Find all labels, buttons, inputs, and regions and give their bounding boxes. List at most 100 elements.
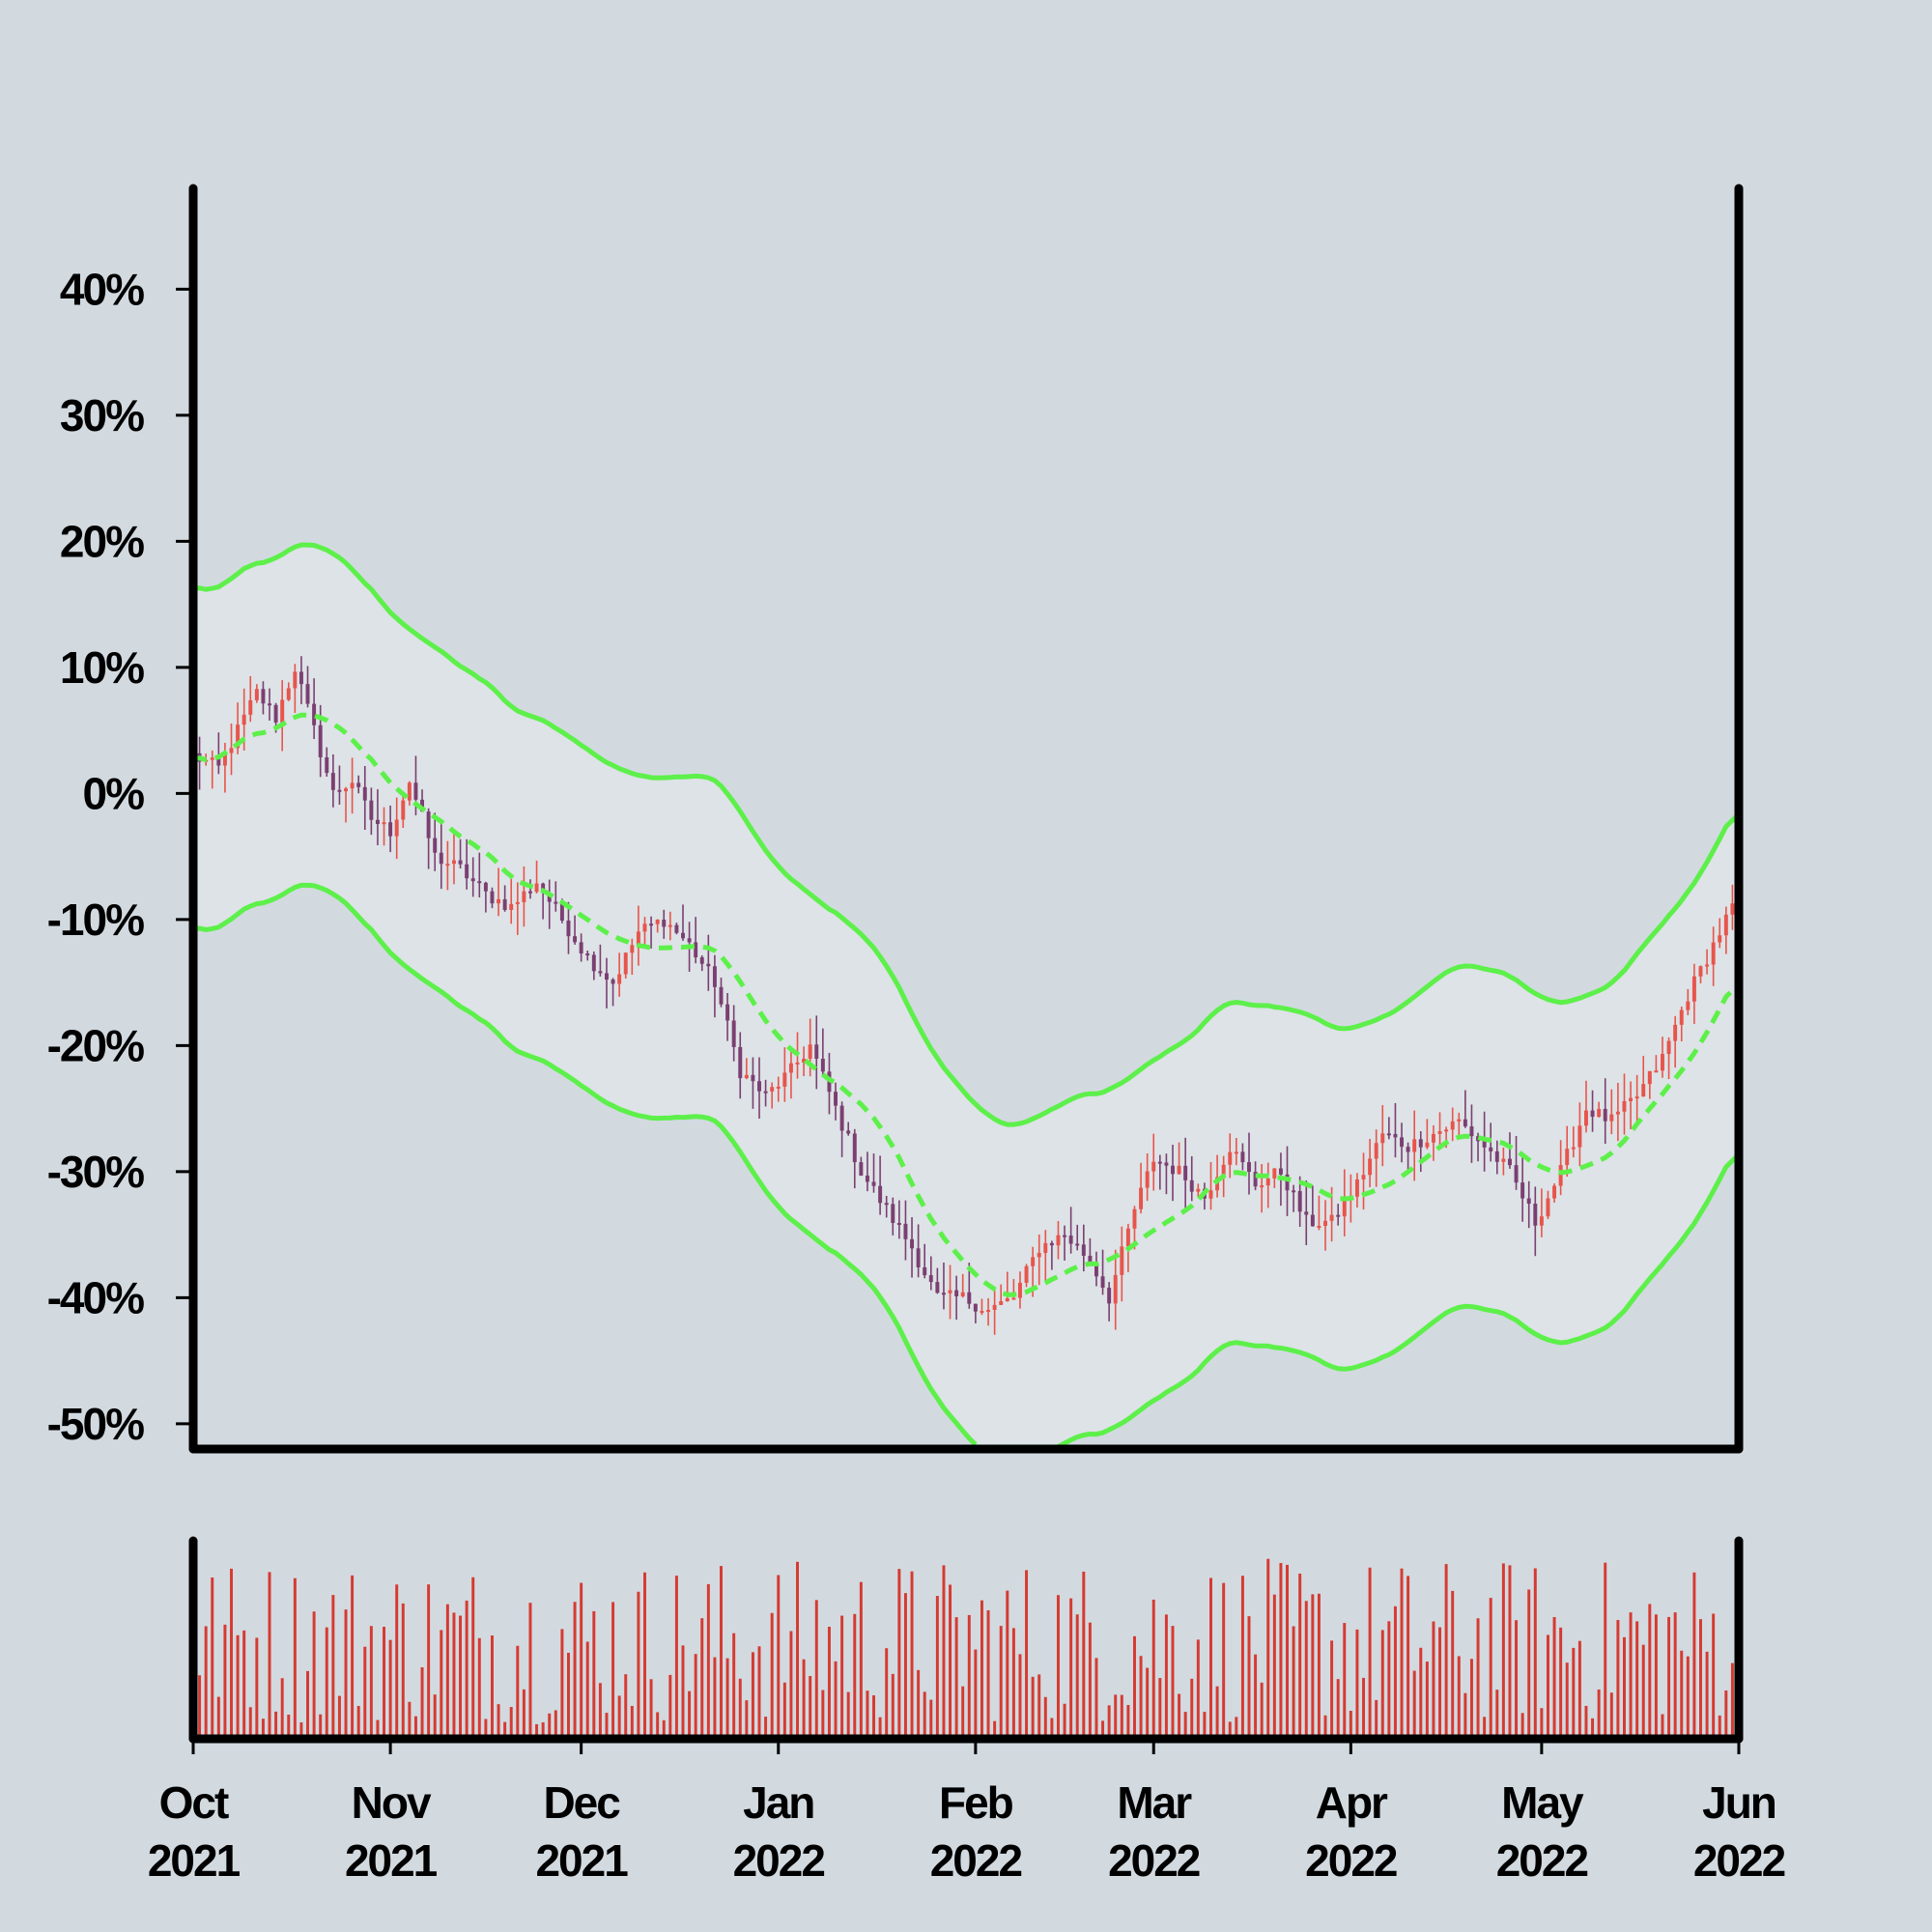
candle-body — [470, 878, 475, 882]
candle-body — [681, 932, 685, 939]
candle-body — [1056, 1235, 1061, 1246]
volume-bar — [1533, 1568, 1537, 1739]
candle-body — [1120, 1246, 1124, 1275]
volume-bar — [1425, 1662, 1429, 1739]
candle-body — [1615, 1111, 1620, 1115]
volume-bar — [580, 1582, 583, 1739]
candle-body — [1533, 1204, 1538, 1226]
candle-body — [1723, 914, 1728, 936]
y-tick-label: -10% — [47, 895, 144, 945]
line-layer — [192, 542, 1741, 1449]
candle-body — [1501, 1158, 1506, 1162]
volume-bar — [344, 1609, 348, 1739]
volume-bar — [395, 1584, 399, 1739]
candle-body — [325, 756, 329, 774]
candle-body — [611, 980, 615, 984]
candle-body — [865, 1175, 869, 1182]
y-tick-label: 0% — [83, 768, 145, 818]
candle-body — [852, 1133, 857, 1163]
candle-body — [674, 924, 679, 933]
volume-bar — [1183, 1712, 1187, 1739]
candle-body — [973, 1303, 978, 1312]
volume-bar — [1680, 1650, 1684, 1739]
candle-body — [573, 936, 578, 943]
volume-bar — [1591, 1718, 1595, 1739]
candle-body — [1654, 1070, 1659, 1073]
candle-body — [980, 1311, 984, 1314]
x-tick-month: Mar — [1117, 1777, 1192, 1828]
candle-body — [948, 1290, 952, 1293]
x-tick-year: 2022 — [930, 1835, 1022, 1886]
volume-bar — [1355, 1629, 1359, 1739]
volume-bar — [891, 1673, 895, 1739]
candle-body — [312, 703, 317, 725]
volume-bar — [1552, 1616, 1556, 1739]
volume-bar — [376, 1719, 380, 1739]
volume-bar — [796, 1561, 799, 1739]
volume-bar — [433, 1694, 437, 1739]
candle-body — [1457, 1119, 1462, 1122]
volume-bar — [585, 1641, 589, 1739]
volume-bar — [477, 1637, 481, 1739]
volume-bar — [1011, 1628, 1015, 1739]
volume-bar — [1311, 1594, 1315, 1739]
candle-body — [1075, 1243, 1080, 1246]
volume-bar — [1107, 1705, 1111, 1739]
volume-bar — [720, 1566, 723, 1739]
volume-bar — [1520, 1713, 1524, 1739]
candle-body — [814, 1044, 819, 1060]
volume-bar — [356, 1705, 360, 1739]
candle-body — [1507, 1158, 1512, 1166]
volume-bar — [1616, 1620, 1620, 1739]
volume-bar — [649, 1679, 653, 1739]
candle-body — [547, 893, 552, 902]
candle-body — [1565, 1149, 1570, 1166]
candle-body — [834, 1092, 838, 1106]
candle-body — [401, 800, 406, 820]
candle-body — [630, 945, 635, 953]
candle-body — [928, 1275, 933, 1283]
volume-bar — [1260, 1682, 1264, 1739]
volume-bar — [1158, 1678, 1162, 1739]
y-tick-label: 20% — [60, 516, 144, 566]
candle-body — [1272, 1168, 1277, 1179]
volume-bar — [662, 1719, 666, 1739]
volume-bar — [1133, 1635, 1136, 1739]
candle-body — [1100, 1276, 1105, 1288]
volume-bar — [1069, 1598, 1073, 1739]
volume-bar — [1654, 1614, 1658, 1739]
candle-body — [375, 819, 380, 824]
candle-body — [1323, 1220, 1327, 1227]
volume-bar — [764, 1717, 768, 1739]
volume-bar — [325, 1627, 328, 1739]
candle-body — [1514, 1165, 1519, 1183]
candle-body — [1221, 1164, 1226, 1178]
volume-bar — [1527, 1589, 1531, 1739]
volume-bar — [1203, 1712, 1207, 1739]
candle-body — [1317, 1226, 1321, 1229]
volume-bar — [1082, 1571, 1086, 1739]
candle-body — [1520, 1182, 1525, 1199]
candle-body — [1043, 1242, 1048, 1253]
volume-bar — [1266, 1558, 1270, 1739]
candle-body — [795, 1062, 800, 1065]
candle-body — [1590, 1110, 1595, 1118]
candle-body — [413, 782, 418, 800]
candle-body — [1425, 1142, 1430, 1148]
volume-bar — [1368, 1567, 1372, 1739]
volume-bar — [319, 1714, 323, 1739]
candle-body — [1297, 1190, 1302, 1212]
volume-layer — [198, 1558, 1741, 1739]
candle-body — [566, 920, 571, 937]
volume-bar — [293, 1577, 297, 1739]
volume-bar — [1501, 1563, 1505, 1739]
candle-body — [1139, 1187, 1144, 1209]
volume-bar — [337, 1695, 341, 1739]
volume-bar — [1438, 1627, 1442, 1739]
candle-body — [649, 923, 654, 926]
volume-bar — [261, 1719, 265, 1739]
volume-bar — [554, 1710, 557, 1739]
candle-body — [1292, 1190, 1296, 1193]
candle-body — [382, 822, 386, 825]
volume-bar — [1101, 1720, 1105, 1739]
